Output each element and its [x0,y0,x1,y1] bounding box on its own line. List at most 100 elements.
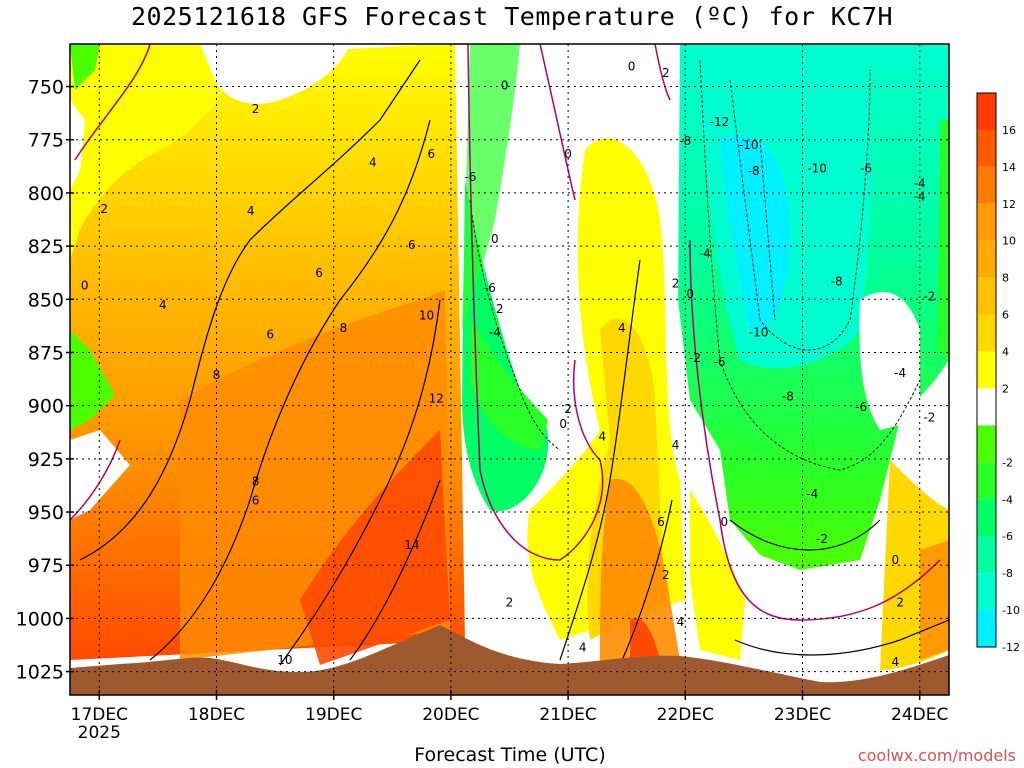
contour-label: -4 [806,487,818,501]
colorbar-label: -6 [1002,530,1013,543]
contour-label: -10 [739,138,759,152]
y-tick-label: 925 [28,449,64,471]
contour-label: -4 [489,325,501,339]
contour-label: -4 [914,189,926,203]
colorbar-label: -12 [1002,641,1020,654]
contour-label: -6 [464,170,476,184]
plot-frame [69,43,950,696]
y-tick-label: 875 [28,342,64,364]
chart-title: 2025121618 GFS Forecast Temperature (ºC)… [130,2,893,31]
contour-label: 0 [559,417,567,431]
colorbar-segment [977,351,996,389]
colorbar-label: 16 [1002,124,1016,137]
x-tick-label: 24DEC [891,705,948,725]
contour-label: -2 [923,289,935,303]
y-axis: 750 775 800 825 850 875 900 925 950 975 1000 1025 [16,77,74,684]
contour-label: 2 [506,596,514,610]
contour-label: 10 [419,308,434,322]
colorbar-segment [977,129,996,167]
contour-label: 0 [891,553,899,567]
contour-label: 2 [100,202,108,216]
contour-label: 0 [501,79,509,93]
contour-label: 6 [315,266,323,280]
contour-label: 4 [369,155,377,169]
contour-label: -10 [749,325,769,339]
terrain [70,625,949,695]
colorbar-segment [977,388,996,426]
contour-label: 8 [252,474,260,488]
colorbar-label: -10 [1002,604,1020,617]
colorbar-label: 8 [1002,272,1009,285]
contour-label: -4 [894,366,906,380]
contour-label: 2 [252,102,260,116]
x-tick-label: 22DEC [657,705,714,725]
contour-label: 0 [686,287,694,301]
colorbar-label: -8 [1002,567,1013,580]
contour-label: -8 [748,164,760,178]
colorbar-segment [977,93,996,130]
contour-label: 6 [408,238,416,252]
contour-label: 2 [662,66,670,80]
contour-label: -8 [782,389,794,403]
colorbar-label: 14 [1002,161,1016,174]
contour-label: 0 [564,147,572,161]
contour-label: 0 [628,60,636,74]
colorbar-segment [977,425,996,463]
colorbar-segment [977,203,996,241]
contour-label: 0 [721,515,729,529]
credit-link[interactable]: coolwx.com/models [857,746,1016,765]
contour-label: 2 [662,568,670,582]
contour-label: -4 [699,247,711,261]
colorbar-frame [976,92,997,648]
colorbar-label: -4 [1002,493,1013,506]
colorbar-label: 2 [1002,382,1009,395]
colorbar-segment [977,610,996,647]
zero-isotherm [70,44,941,621]
contour-label: 8 [340,321,348,335]
contour-label: 0 [491,232,499,246]
x-axis-label: Forecast Time (UTC) [414,744,606,766]
contour-label: -2 [689,351,701,365]
contour-label: 6 [266,328,274,342]
colorbar-segment [977,499,996,537]
negative-contour-lines [469,59,921,471]
contour-label: -4 [914,177,926,191]
x-year-label: 2025 [78,723,121,743]
contour-label: -8 [831,274,843,288]
y-tick-label: 975 [28,555,64,577]
contour-label: -6 [484,281,496,295]
contour-label: -6 [860,162,872,176]
contour-lines [79,59,949,666]
contour-label: 4 [677,615,685,629]
colorbar-segment [977,536,996,574]
contour-label: 4 [618,321,626,335]
contour-label: 4 [598,430,606,444]
x-tick-label: 21DEC [539,705,596,725]
colorbar-label: 10 [1002,235,1016,248]
colorbar: 16 14 12 10 8 6 4 2 -2 -4 -6 -8 -10 -12 [976,92,1020,654]
colorbar-label: 6 [1002,309,1009,322]
contour-label: -2 [816,532,828,546]
contour-label: 0 [81,279,89,293]
colorbar-label: 12 [1002,198,1016,211]
y-tick-label: 1025 [16,662,64,684]
contour-label: 8 [213,368,221,382]
colorbar-segment [977,573,996,611]
y-tick-label: 850 [28,289,64,311]
colorbar-segment [977,462,996,500]
contour-label: 4 [672,438,680,452]
contour-label: 6 [428,147,436,161]
y-tick-label: 800 [28,183,64,205]
contour-label: 4 [247,204,255,218]
colorbar-segment [977,277,996,315]
colorbar-segment [977,240,996,278]
hot-core [300,430,450,665]
contour-label: 4 [159,298,167,312]
contour-label: -6 [855,400,867,414]
contour-label: 12 [429,391,444,405]
contour-label: -10 [807,162,827,176]
x-tick-label: 17DEC [71,705,128,725]
